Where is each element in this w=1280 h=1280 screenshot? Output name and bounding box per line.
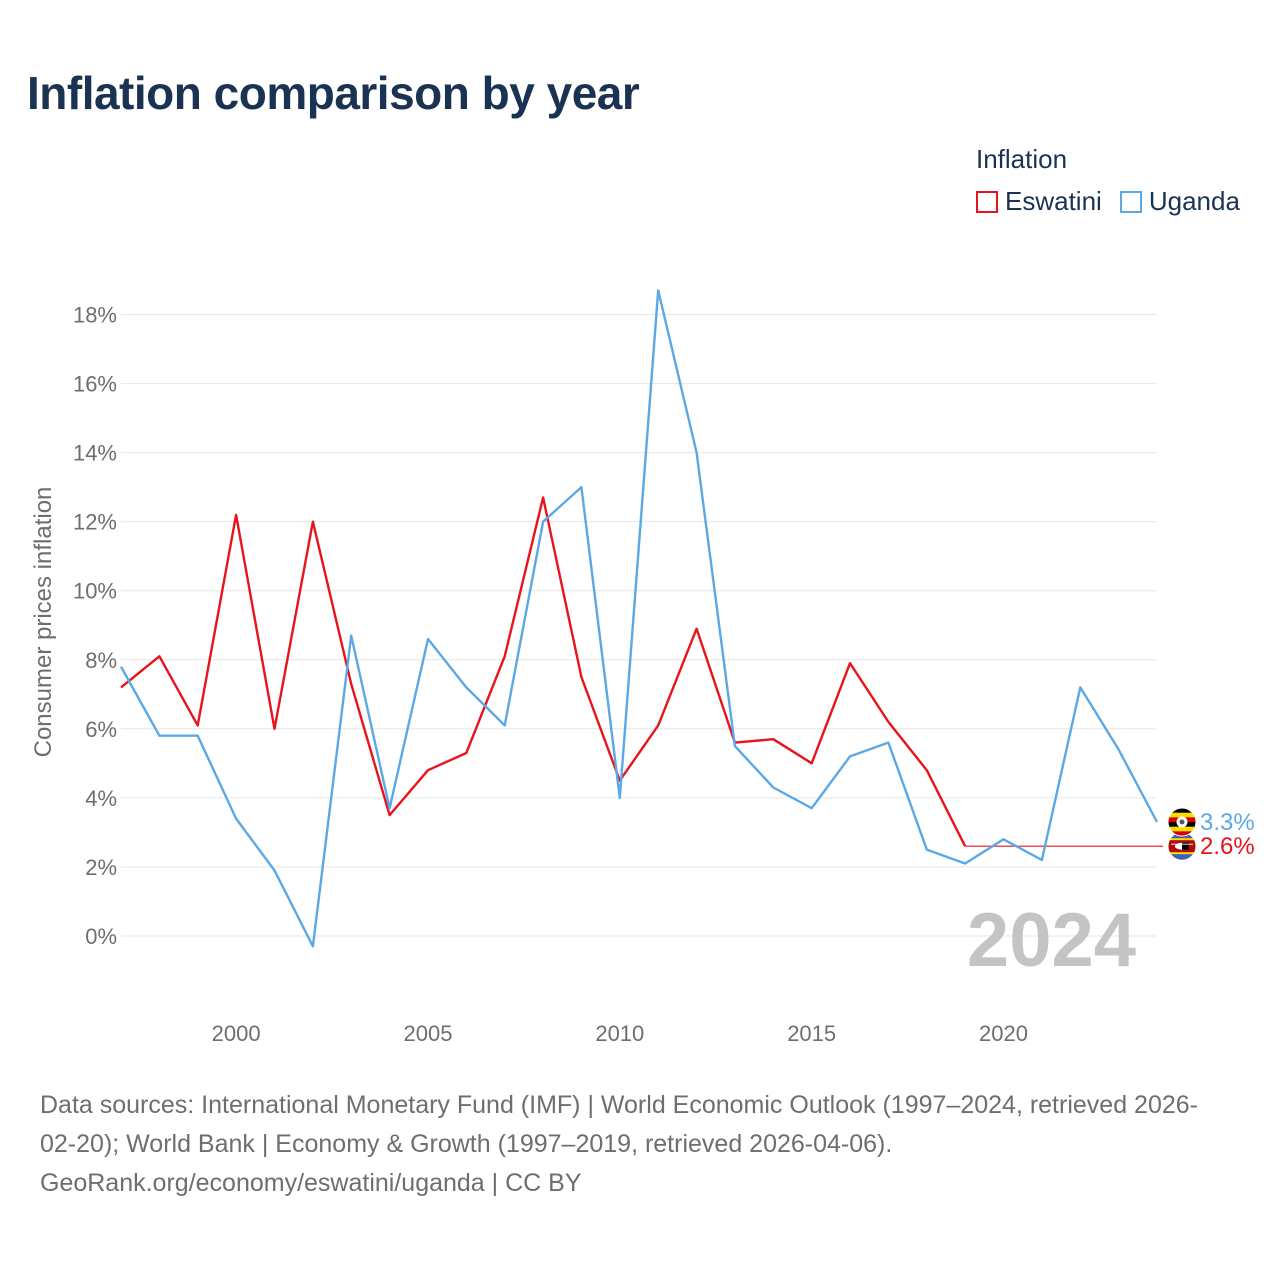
- y-tick-label: 10%: [73, 579, 117, 604]
- legend-item-uganda[interactable]: Uganda: [1119, 186, 1240, 217]
- legend-item-eswatini[interactable]: Eswatini: [976, 186, 1102, 217]
- grid-lines: [121, 314, 1157, 937]
- flag-icon-eswatini: [1167, 831, 1197, 861]
- legend-label-uganda: Uganda: [1148, 186, 1240, 216]
- x-tick-label: 2015: [787, 1021, 836, 1046]
- series-line-uganda[interactable]: [119, 289, 1159, 948]
- y-tick-label: 6%: [85, 717, 117, 742]
- legend: Eswatini Uganda: [976, 186, 1240, 217]
- y-tick-label: 18%: [73, 303, 117, 328]
- series-line-eswatini[interactable]: [120, 496, 967, 847]
- end-value-label-uganda: 3.3%: [1200, 809, 1255, 836]
- flag-icon-uganda: [1167, 807, 1197, 837]
- y-tick-label: 12%: [73, 510, 117, 535]
- year-watermark: 2024: [967, 898, 1136, 983]
- footer-source-line-1: Data sources: International Monetary Fun…: [40, 1091, 1198, 1119]
- x-tick-label: 2020: [979, 1021, 1028, 1046]
- chart-title: Inflation comparison by year: [27, 67, 640, 119]
- footer: Data sources: International Monetary Fun…: [40, 1086, 1250, 1203]
- footer-source-line-2: 02-20); World Bank | Economy & Growth (1…: [40, 1130, 893, 1158]
- y-tick-label: 4%: [85, 786, 117, 811]
- x-tick-label: 2000: [212, 1021, 261, 1046]
- y-tick-label: 8%: [85, 648, 117, 673]
- x-tick-label: 2010: [595, 1021, 644, 1046]
- legend-swatch-eswatini: [976, 190, 998, 213]
- y-tick-label: 2%: [85, 855, 117, 880]
- y-axis-label: Consumer prices inflation: [30, 487, 57, 758]
- x-tick-labels: 2000 2005 2010 2015 2020: [212, 1021, 1028, 1046]
- legend-title: Inflation: [976, 144, 1068, 174]
- end-value-label-eswatini: 2.6%: [1200, 833, 1255, 860]
- legend-swatch-uganda: [1119, 190, 1142, 213]
- y-tick-label: 14%: [73, 441, 117, 466]
- y-tick-labels: 0% 2% 4% 6% 8% 10% 12% 14% 16% 18%: [73, 303, 117, 949]
- footer-attribution[interactable]: GeoRank.org/economy/eswatini/uganda | CC…: [40, 1169, 582, 1197]
- line-chart: 0%2%4%6%8%10%12%14%16%18% 2000 2005 2010 20…: [30, 289, 1255, 1046]
- y-tick-label: 16%: [73, 372, 117, 397]
- legend-label-eswatini: Eswatini: [1005, 186, 1102, 216]
- x-tick-label: 2005: [403, 1021, 452, 1046]
- y-tick-label: 0%: [85, 924, 117, 949]
